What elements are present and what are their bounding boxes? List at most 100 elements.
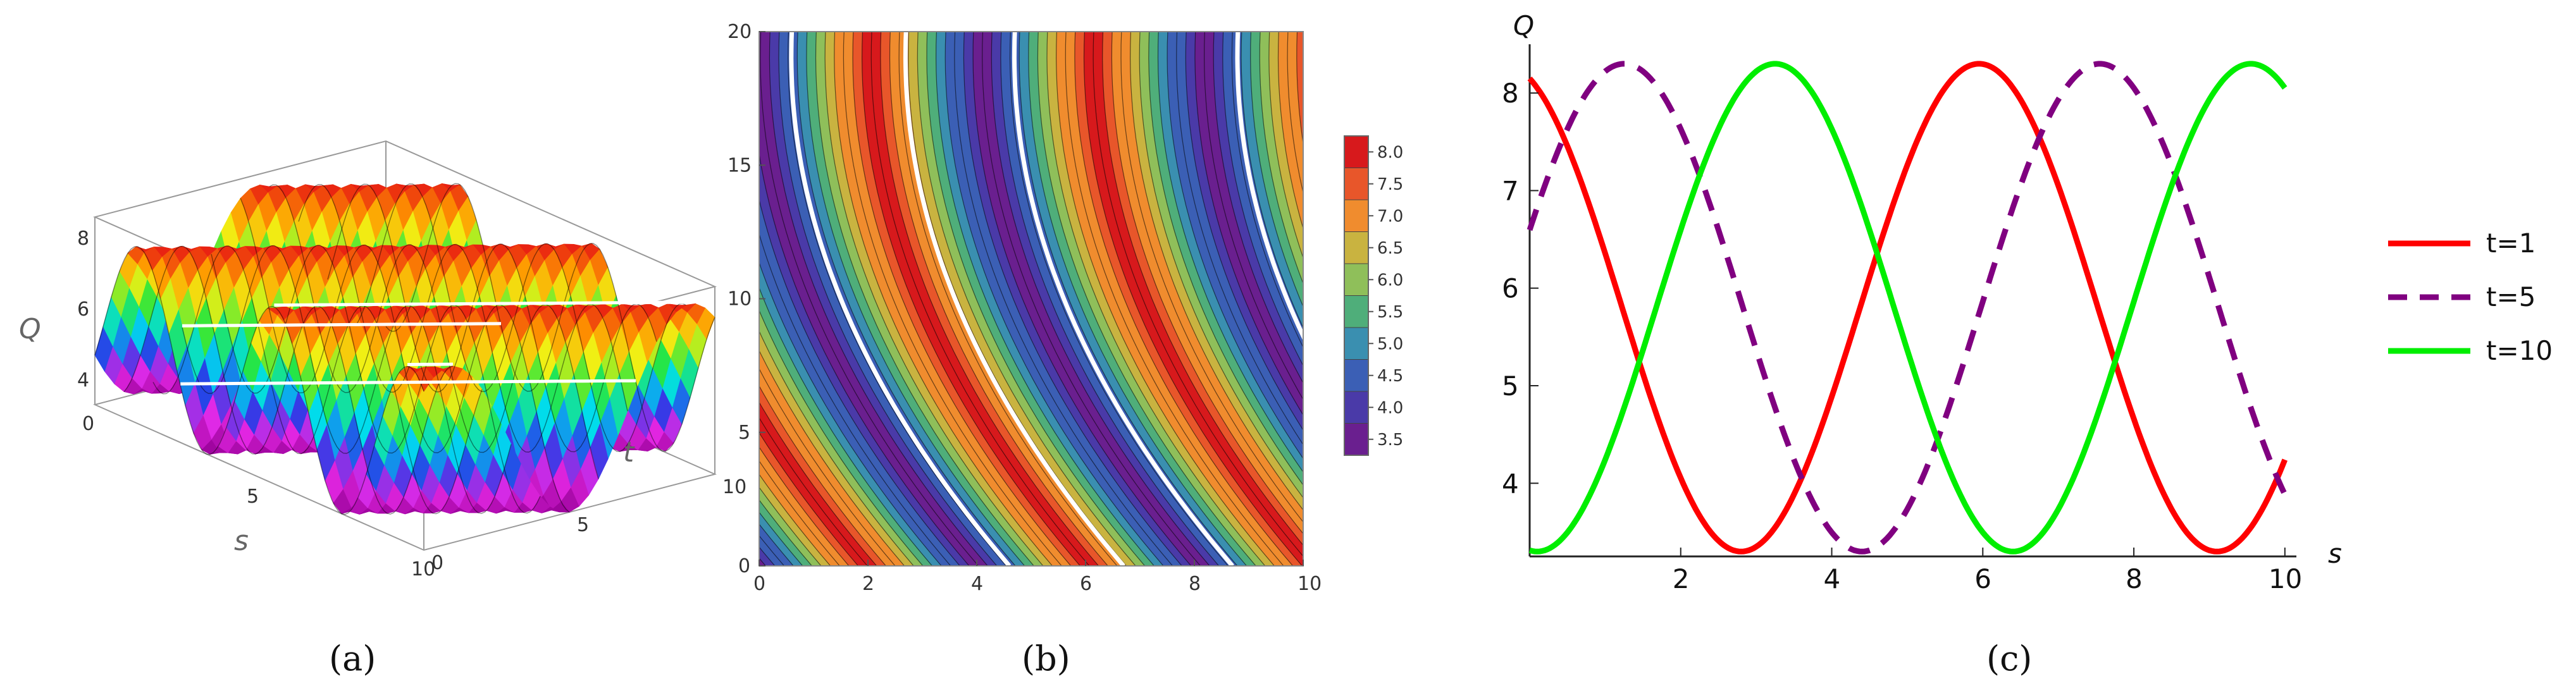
t-tick-label: 0	[431, 552, 443, 574]
panel-c-line-plot: 2 4 6 8 10 4 5 6 7 8 Q s t=1 t=5 t=10 (c)	[1502, 10, 2553, 678]
y-tick-label: 5	[1502, 371, 1519, 402]
white-contour-curve	[789, 32, 1012, 566]
colorbar-label: 7.5	[1377, 175, 1403, 194]
contour-band	[1371, 32, 1599, 566]
contour-band	[1296, 32, 1303, 146]
x-tick-label: 4	[1824, 563, 1841, 594]
colorbar-swatch	[1344, 168, 1369, 200]
colorbar-swatch	[1344, 135, 1369, 168]
s-tick-label: 10	[411, 558, 435, 580]
mesh-line	[269, 184, 599, 479]
white-contour-curve	[1235, 32, 1303, 341]
x-tick-label: 4	[971, 573, 983, 595]
line-plot-axes	[1528, 44, 2296, 558]
y-tick-label: 10	[728, 288, 752, 310]
contour-band	[759, 534, 786, 566]
colorbar-label: 8.0	[1377, 143, 1403, 162]
x-tick-label: 2	[1673, 563, 1690, 594]
x-tick-label: 10	[2269, 563, 2302, 594]
colorbar-swatch	[1344, 359, 1369, 392]
z-tick-label: 4	[77, 369, 89, 391]
panel-b-contour-plot: 0 2 4 6 8 10 0 5 10 15 20 8.0 7.5 7.0 6.5 6.0 5.5 5.0 4.5…	[728, 21, 1959, 678]
colorbar-label: 5.5	[1377, 303, 1403, 322]
white-ridge-line	[274, 300, 684, 307]
caption-b: (b)	[1022, 639, 1070, 678]
surface-white-ridges	[180, 300, 684, 386]
x-tick-label: 0	[753, 573, 765, 595]
contour-band	[1454, 32, 1681, 566]
colorbar-swatch	[1344, 391, 1369, 424]
x-tick-label: 2	[862, 573, 874, 595]
colorbar-swatch	[1344, 423, 1369, 456]
colorbar-label: 6.5	[1377, 239, 1403, 258]
contour-band	[1222, 32, 1303, 367]
caption-a: (a)	[329, 639, 376, 678]
x-tick-label: 10	[1297, 573, 1322, 595]
legend-label: t=1	[2486, 228, 2536, 259]
colorbar-label: 5.0	[1377, 334, 1403, 353]
contour-band	[1306, 32, 1533, 566]
mesh-line	[327, 183, 657, 453]
y-tick-label: 4	[1502, 468, 1519, 499]
line-plot-series	[1526, 61, 2288, 555]
legend-label: t=5	[2486, 281, 2536, 312]
contour-white-curves	[789, 32, 1679, 566]
white-ridge-line	[180, 379, 636, 386]
legend: t=1 t=5 t=10	[2388, 228, 2553, 366]
surface-contour-lines	[94, 183, 715, 515]
white-ridge-line	[182, 322, 502, 328]
series-line-t5	[1526, 61, 2288, 555]
s-tick-label: 0	[82, 413, 94, 435]
t-tick-label: 5	[577, 514, 589, 536]
q-axis-label: Q	[1513, 10, 1534, 41]
colorbar-label: 4.0	[1377, 398, 1403, 417]
colorbar-swatch	[1344, 295, 1369, 328]
y-tick-label: 15	[728, 154, 752, 176]
series-line-t1	[1527, 61, 2288, 555]
mesh-line	[123, 245, 454, 515]
colorbar-swatch	[1344, 231, 1369, 264]
contour-band	[1639, 32, 1867, 566]
line-plot-ticks: 2 4 6 8 10 4 5 6 7 8	[1502, 78, 2302, 594]
z-axis-label: Q	[19, 313, 41, 345]
t-tick-label: 10	[722, 476, 746, 498]
s-axis-label: s	[2328, 538, 2342, 569]
contour-band	[1353, 32, 1580, 566]
contour-band	[1574, 32, 1802, 566]
x-tick-label: 8	[1189, 573, 1201, 595]
contour-band	[1509, 32, 1737, 566]
contour-band	[1713, 32, 1941, 566]
y-tick-label: 8	[1502, 78, 1519, 109]
contour-band	[1250, 32, 1303, 308]
y-tick-label: 0	[738, 555, 750, 577]
caption-c: (c)	[1986, 639, 2032, 678]
white-ridge-line	[407, 362, 454, 366]
colorbar-label: 4.5	[1377, 367, 1403, 386]
contour-band	[1676, 32, 1904, 566]
x-tick-label: 6	[1080, 573, 1092, 595]
y-axis-label: t	[623, 436, 635, 469]
y-tick-label: 6	[1502, 273, 1519, 304]
s-tick-label: 5	[247, 486, 259, 508]
mesh-line	[182, 245, 512, 514]
contour-band	[1731, 32, 1959, 566]
contour-band	[1277, 32, 1303, 230]
contour-band	[1361, 32, 1589, 566]
mesh-line	[94, 246, 424, 515]
mesh-line	[152, 245, 483, 515]
colorbar: 8.0 7.5 7.0 6.5 6.0 5.5 5.0 4.5 4.0 3.5	[1344, 135, 1403, 456]
contour-band	[1408, 32, 1635, 566]
colorbar-label: 7.0	[1377, 207, 1403, 226]
colorbar-swatch	[1344, 199, 1369, 232]
colorbar-swatch	[1344, 327, 1369, 360]
x-axis-label: s	[234, 525, 249, 557]
contour-band	[1241, 32, 1303, 329]
surface-mesh	[94, 183, 715, 515]
white-contour-curve	[1461, 32, 1679, 566]
contour-band	[1657, 32, 1885, 566]
z-tick-label: 8	[77, 228, 89, 250]
contour-band	[1593, 32, 1821, 566]
